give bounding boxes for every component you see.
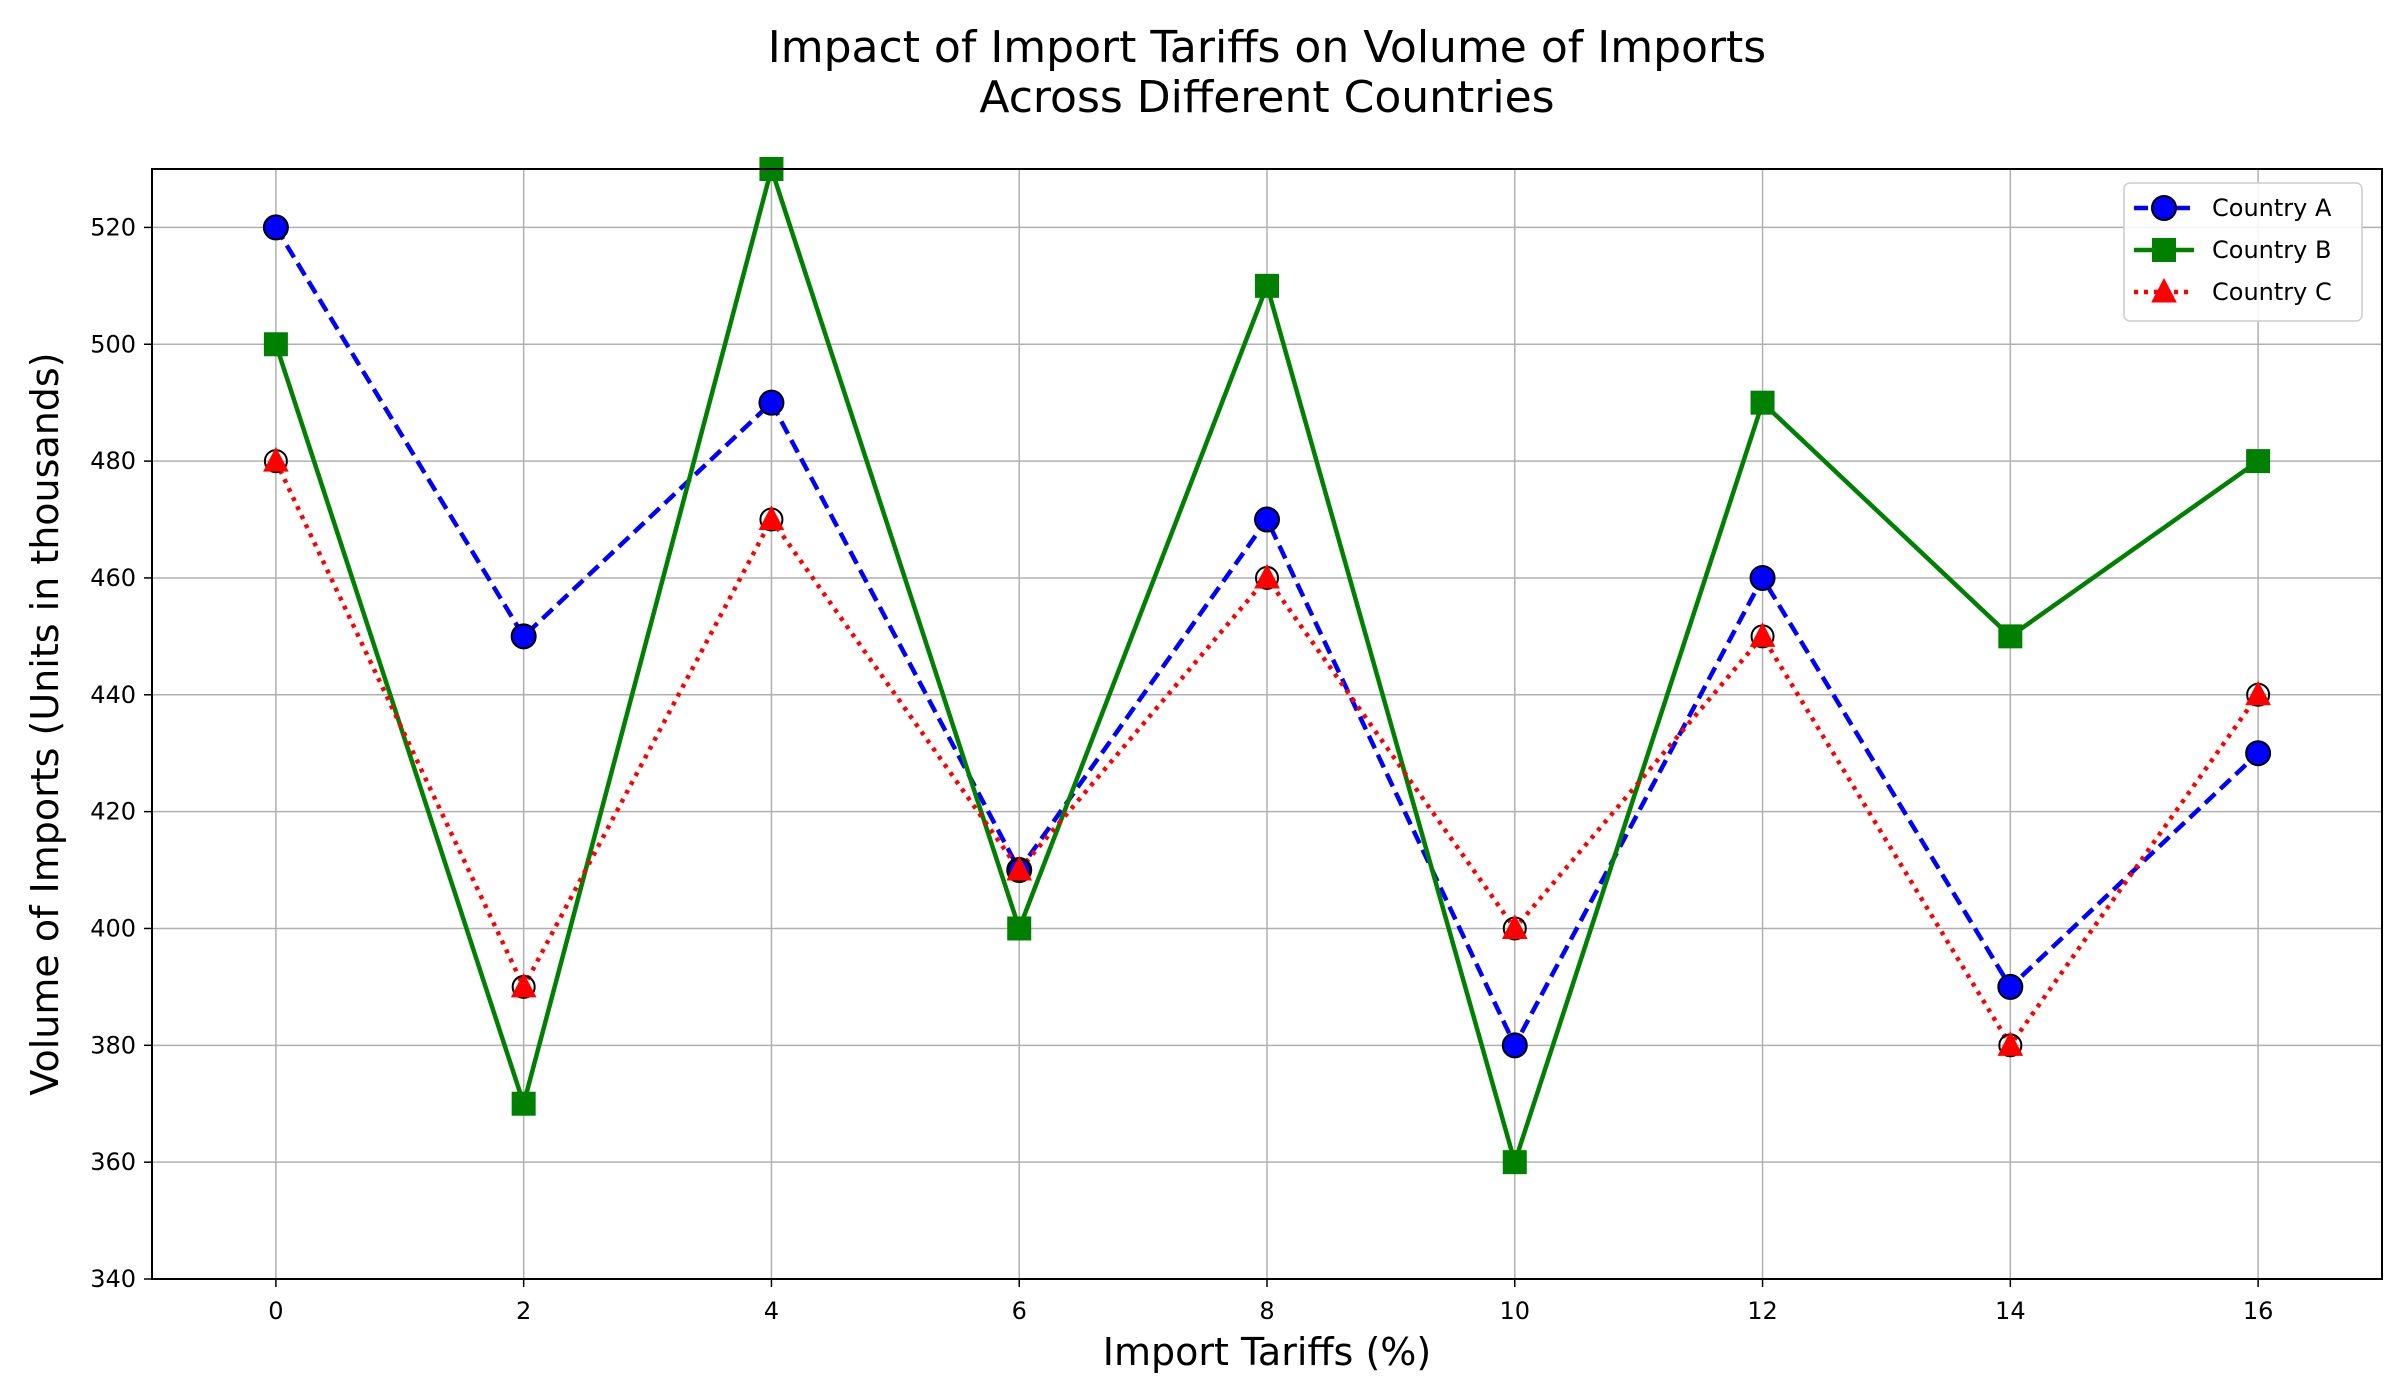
country-a-point	[1254, 506, 1280, 533]
country-a-point	[1997, 973, 2024, 1000]
chart-title-line-2: Across Different Countries	[979, 72, 1554, 123]
legend-swatch-marker	[2151, 195, 2177, 221]
y-tick-label: 420	[90, 798, 136, 826]
legend-entry-country-a: Country A	[2134, 194, 2332, 222]
country-a-point	[510, 623, 537, 650]
country-b-point	[1998, 624, 2023, 649]
country-c-point	[1997, 1031, 2024, 1056]
y-tick-label: 460	[90, 564, 136, 592]
x-axis-label: Import Tariffs (%)	[1103, 1330, 1431, 1374]
country-c-point	[758, 505, 785, 531]
x-tick-label: 16	[2243, 1297, 2274, 1325]
x-tick-label: 4	[764, 1297, 779, 1325]
country-c-point	[1254, 563, 1280, 589]
country-a-point	[758, 389, 785, 416]
legend: Country A Country B Country C	[2123, 182, 2363, 322]
y-tick-label: 360	[90, 1148, 136, 1176]
chart-title-line-1: Impact of Import Tariffs on Volume of Im…	[768, 22, 1766, 73]
country-a-point	[2245, 740, 2272, 767]
y-axis-ticks: 340 360 380 400 420 440 460 480 500 520	[90, 213, 152, 1293]
legend-swatch-marker	[2151, 277, 2177, 303]
legend-entry-country-c: Country C	[2134, 277, 2332, 306]
country-b-point	[1750, 390, 1775, 415]
country-a-point	[1501, 1032, 1528, 1059]
country-c-point	[1006, 855, 1033, 881]
x-axis-ticks: 0 2 4 6 8 10 12 14 16	[268, 1279, 2273, 1325]
y-tick-label: 440	[90, 681, 136, 709]
y-tick-label: 500	[90, 330, 136, 358]
x-tick-label: 8	[1259, 1297, 1274, 1325]
x-tick-label: 10	[1500, 1297, 1531, 1325]
country-c-point	[1749, 622, 1776, 647]
x-tick-label: 14	[1995, 1297, 2026, 1325]
y-tick-label: 480	[90, 447, 136, 475]
country-c-point	[2245, 680, 2271, 706]
grid	[152, 169, 2382, 1280]
legend-label: Country A	[2212, 194, 2332, 222]
country-c-point	[510, 972, 537, 998]
x-tick-label: 6	[1012, 1297, 1027, 1325]
legend-swatch-marker	[2152, 238, 2176, 262]
country-a-point	[1749, 564, 1776, 591]
legend-frame	[2123, 182, 2363, 322]
series-markers	[262, 157, 2272, 1175]
y-tick-label: 520	[90, 213, 136, 241]
y-axis-label: Volume of Imports (Units in thousands)	[23, 352, 67, 1095]
y-tick-label: 400	[90, 914, 136, 942]
country-c-point	[1501, 914, 1528, 939]
y-tick-label: 340	[90, 1265, 136, 1293]
country-b-point	[511, 1091, 536, 1116]
y-tick-label: 380	[90, 1031, 136, 1059]
country-a-point	[262, 214, 289, 241]
legend-label: Country B	[2212, 236, 2331, 264]
country-b-point	[1255, 273, 1279, 298]
country-c-point	[263, 447, 289, 472]
legend-entry-country-b: Country B	[2134, 236, 2331, 264]
x-tick-label: 0	[268, 1297, 283, 1325]
legend-label: Country C	[2212, 278, 2332, 306]
country-b-point	[1502, 1150, 1527, 1175]
x-tick-label: 2	[516, 1297, 531, 1325]
country-b-point	[1007, 916, 1032, 941]
country-b-point	[263, 332, 288, 357]
country-b-point	[2246, 449, 2271, 474]
x-tick-label: 12	[1747, 1297, 1778, 1325]
